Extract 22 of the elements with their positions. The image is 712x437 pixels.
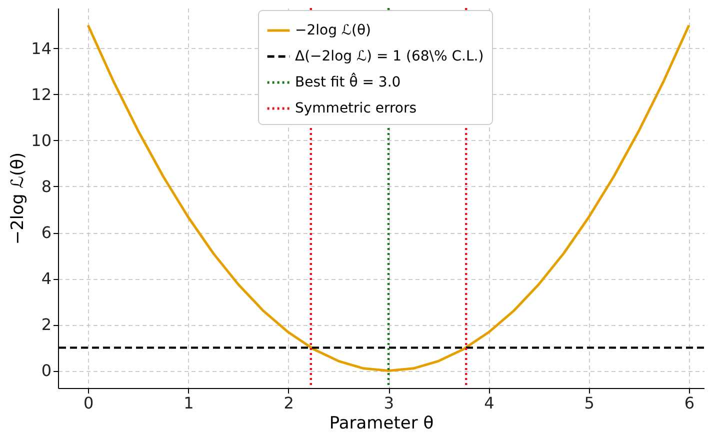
legend-label: −2log ℒ(θ): [295, 22, 372, 38]
ref-line-label: Symmetric errors: [295, 100, 417, 116]
y-tick-label: 10: [31, 130, 52, 150]
x-tick-label: 3: [384, 394, 394, 412]
x-tick-label: 6: [684, 394, 695, 412]
x-tick-label: 5: [584, 394, 594, 412]
y-axis-title: −2log ℒ(θ): [8, 152, 28, 245]
y-tick-label: 8: [41, 176, 52, 196]
x-axis-title: Parameter θ: [329, 414, 434, 434]
y-tick-label: 2: [41, 315, 52, 334]
x-tick-label: 2: [284, 394, 294, 412]
x-tick-label: 4: [484, 394, 494, 412]
y-tick-label: 4: [41, 269, 52, 288]
line-series: [86, 24, 690, 372]
legend-label: Δ(−2log ℒ) = 1 (68\% C.L.): [295, 48, 484, 64]
ref-line-label: Best fit θ̂ = 3.0: [295, 72, 401, 90]
y-tick-label: 14: [31, 38, 52, 58]
y-tick-label: 12: [31, 84, 52, 104]
y-tick-label: 6: [41, 223, 52, 242]
x-tick-label: 1: [184, 394, 194, 412]
y-tick-label: 0: [41, 361, 52, 380]
x-tick-label: 0: [83, 394, 94, 412]
